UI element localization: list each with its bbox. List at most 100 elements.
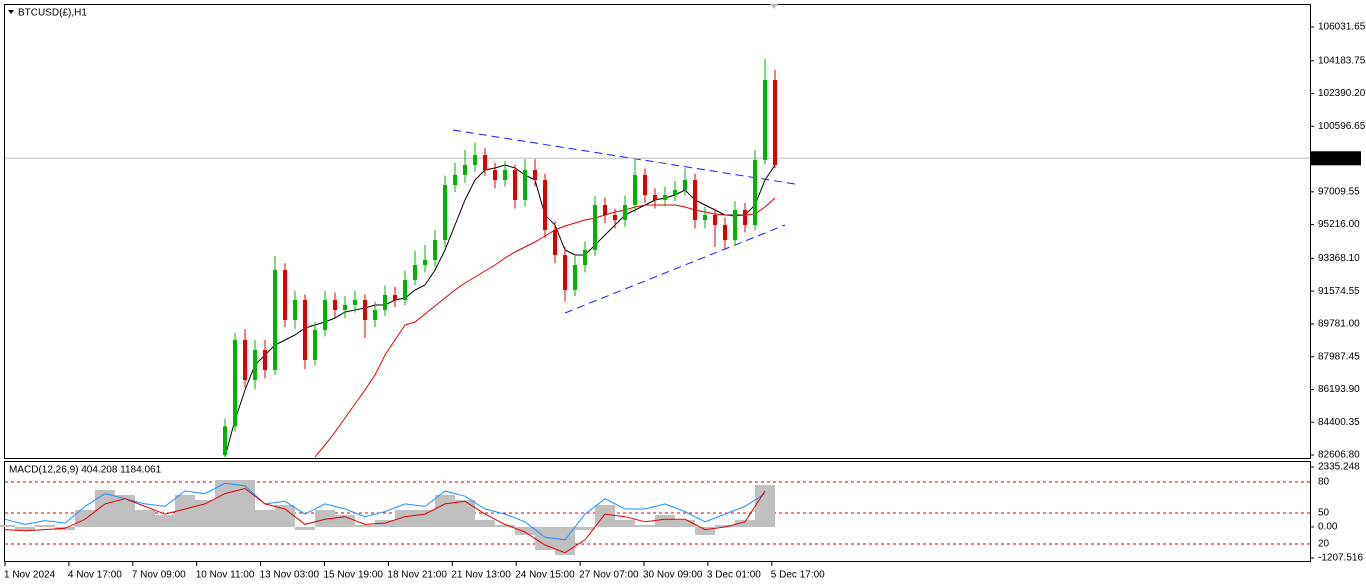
histogram-bar	[415, 509, 435, 527]
candle-body	[763, 79, 767, 160]
y-tick-label: 104183.75	[1318, 55, 1366, 66]
y-tick-label: 95216.00	[1318, 219, 1360, 230]
histogram-bar	[35, 524, 55, 527]
candle-body	[733, 209, 737, 240]
histogram-bar	[195, 499, 215, 527]
histogram-bar	[495, 524, 515, 527]
x-tick-label: 7 Nov 09:00	[132, 570, 186, 581]
y-tick-label: 91574.55	[1318, 286, 1360, 297]
candle-body	[503, 169, 507, 180]
histogram-bar	[475, 519, 495, 527]
y-tick-label: 2335.248	[1318, 462, 1360, 473]
chart-title: BTCUSD(£),H1	[18, 8, 87, 19]
x-tick-label: 5 Dec 17:00	[771, 570, 825, 581]
candle-body	[533, 169, 537, 180]
histogram-bar	[0, 524, 15, 527]
histogram-bar	[735, 519, 755, 527]
candle-body	[343, 304, 347, 310]
y-tick-label: 102390.20	[1318, 88, 1366, 99]
x-tick-label: 27 Nov 07:00	[579, 570, 639, 581]
candle-body	[483, 154, 487, 170]
level-label: 80	[1318, 477, 1330, 488]
candle-body	[753, 159, 757, 225]
histogram-bar	[395, 509, 415, 527]
candle-body	[603, 205, 607, 215]
candle-body	[353, 299, 357, 305]
candle-body	[633, 174, 637, 206]
candle-body	[643, 174, 647, 196]
x-tick-label: 4 Nov 17:00	[68, 570, 122, 581]
current-price-box	[1311, 151, 1361, 166]
y-tick-label: 86193.90	[1318, 384, 1360, 395]
candle-body	[773, 79, 777, 165]
x-tick-label: 21 Nov 13:00	[451, 570, 511, 581]
histogram-bar	[715, 524, 735, 527]
shift-marker	[770, 4, 778, 9]
candle-body	[373, 309, 377, 320]
histogram-bar	[435, 494, 455, 527]
histogram-bar	[655, 514, 675, 527]
level-label: 20	[1318, 539, 1330, 550]
y-tick-label: 97009.55	[1318, 186, 1360, 197]
candle-body	[723, 224, 727, 240]
histogram-bar	[695, 526, 715, 535]
candle-body	[713, 214, 717, 225]
candle-body	[273, 269, 277, 371]
candle-body	[683, 179, 687, 190]
histogram-bar	[235, 479, 255, 527]
histogram-bar	[115, 494, 135, 527]
y-tick-label: 0.00	[1318, 522, 1338, 533]
histogram-bar	[595, 504, 615, 527]
candle-body	[283, 269, 287, 320]
candle-body	[573, 264, 577, 290]
histogram-bar	[295, 526, 315, 530]
histogram-bar	[635, 524, 655, 527]
histogram-bar	[755, 484, 775, 527]
candle-body	[663, 195, 667, 200]
y-tick-label: 100596.65	[1318, 121, 1366, 132]
main-panel	[4, 4, 1311, 459]
macd-line	[4, 487, 766, 554]
candle-body	[623, 205, 627, 221]
macd-line	[4, 482, 766, 541]
x-tick-label: 24 Nov 15:00	[515, 570, 575, 581]
candle-body	[333, 299, 337, 310]
x-tick-label: 1 Nov 2024	[4, 570, 56, 581]
x-tick-label: 18 Nov 21:00	[387, 570, 447, 581]
candle-body	[693, 179, 697, 221]
candle-body	[743, 209, 747, 225]
moving-average	[224, 164, 776, 458]
symbol-menu-icon[interactable]	[8, 10, 14, 14]
candle-body	[463, 164, 467, 175]
y-tick-label: 87987.45	[1318, 351, 1360, 362]
candle-body	[303, 299, 307, 360]
candle-body	[323, 299, 327, 330]
histogram-bar	[515, 526, 535, 535]
histogram-bar	[175, 494, 195, 527]
x-tick-label: 3 Dec 01:00	[707, 570, 761, 581]
candle-body	[583, 250, 587, 265]
y-tick-label: 93368.10	[1318, 253, 1360, 264]
histogram-bar	[315, 509, 335, 527]
candle-body	[313, 329, 317, 360]
x-tick-label: 30 Nov 09:00	[643, 570, 703, 581]
histogram-bar	[95, 489, 115, 527]
current-price-label: 98845.40	[1316, 153, 1358, 164]
candle-body	[263, 349, 267, 371]
candle-body	[563, 254, 567, 290]
candle-body	[613, 214, 617, 221]
histogram-bar	[575, 526, 595, 530]
macd-title: MACD(12,26,9) 404.208 1184.061	[9, 465, 162, 476]
candle-body	[453, 174, 457, 185]
histogram-bar	[215, 479, 235, 527]
candle-body	[443, 184, 447, 240]
y-tick-label: 89781.00	[1318, 319, 1360, 330]
candle-body	[393, 294, 397, 300]
histogram-bar	[355, 524, 375, 527]
candle-body	[653, 195, 657, 200]
histogram-bar	[155, 514, 175, 527]
candle-body	[253, 349, 257, 381]
x-tick-label: 15 Nov 19:00	[324, 570, 384, 581]
candle-body	[673, 189, 677, 196]
